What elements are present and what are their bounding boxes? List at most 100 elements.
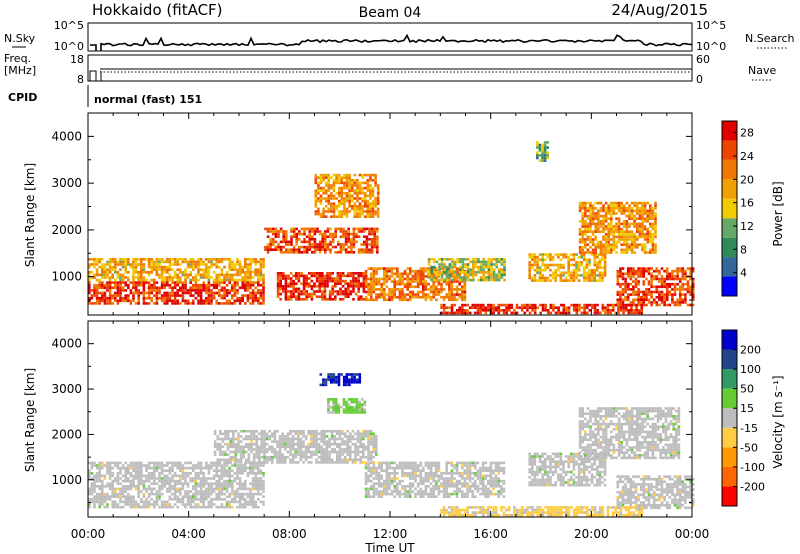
power-cell [646,212,649,215]
power-cell [376,192,380,195]
ground-scatter-cell [181,500,185,504]
ground-scatter-cell [286,437,290,441]
power-cell [376,212,380,216]
power-cell [371,210,375,213]
power-cell [414,280,417,283]
power-cell [116,283,120,287]
ground-scatter-cell [307,448,310,451]
ground-scatter-cell [268,435,271,438]
power-cell [498,276,501,279]
power-cell [171,276,174,279]
power-cell [305,290,308,293]
power-cell [393,280,396,283]
power-cell [636,201,639,205]
power-cell [597,214,600,218]
ground-scatter-cell [132,498,135,501]
power-cell [594,238,597,241]
ground-scatter-cell [276,450,279,454]
power-cell [290,248,293,251]
ground-scatter-cell [134,485,138,488]
ground-scatter-cell [244,464,247,467]
ground-scatter-cell [225,500,229,504]
power-cell [95,299,99,303]
power-cell [602,230,605,233]
power-cell [559,276,563,280]
ground-scatter-cell [317,450,321,454]
power-cell [440,295,443,299]
ground-scatter-cell [281,442,284,446]
power-cell [411,280,415,283]
power-cell [360,272,363,275]
power-cell [339,230,343,233]
power-cell [147,289,151,292]
power-cell [231,286,234,290]
power-cell [607,238,610,241]
ground-scatter-cell [323,429,326,433]
power-cell [490,265,493,269]
power-cell [624,295,627,299]
power-cell [654,214,657,218]
power-cell [318,285,321,288]
power-cell [327,173,331,177]
power-cell [372,288,376,291]
ground-scatter-cell [147,492,151,496]
ground-scatter-cell [259,487,263,491]
ground-scatter-cell [336,453,339,456]
power-cell [500,263,504,266]
power-cell [536,258,539,262]
power-cell [481,309,485,312]
ground-scatter-cell [228,472,231,475]
power-cell [646,235,649,239]
power-cell [137,278,140,282]
ground-scatter-cell [199,472,203,475]
power-cell [630,251,634,254]
power-cell [264,248,267,251]
power-cell [357,251,361,254]
ground-scatter-cell [101,485,104,488]
power-cell [603,253,607,256]
power-cell [497,311,501,315]
power-cell [464,265,467,269]
power-cell [599,209,603,213]
ground-scatter-cell [216,435,219,438]
ground-scatter-cell [114,492,117,496]
ground-scatter-cell [153,472,156,475]
ground-scatter-cell [155,490,159,493]
power-cell [369,215,372,218]
power-cell [347,274,350,278]
power-cell [246,265,250,269]
power-cell [356,197,359,200]
power-cell [360,243,363,246]
ground-scatter-cell [244,505,247,509]
power-cell [390,295,394,299]
power-cell [482,268,485,271]
ground-scatter-cell [258,448,261,451]
power-cell [254,263,257,266]
ground-scatter-cell [223,466,226,470]
power-cell [90,258,94,261]
power-cell [192,299,195,303]
ground-scatter-cell [246,487,250,491]
ground-scatter-cell [108,472,112,475]
power-cell [103,268,107,271]
power-cell [350,179,354,182]
power-cell [295,287,298,291]
power-cell [684,269,687,273]
power-cell [210,289,213,292]
power-cell [375,293,378,296]
power-cell [448,282,451,286]
power-cell [638,214,642,218]
ground-scatter-cell [299,455,303,459]
power-cell [207,286,211,290]
power-cell [393,293,396,296]
power-cell [171,286,174,290]
power-cell [586,207,590,210]
ground-scatter-cell [98,466,101,470]
power-cell [437,280,441,283]
ground-scatter-cell [171,485,174,488]
power-cell [140,273,143,277]
power-cell [132,265,135,269]
power-cell [340,210,344,213]
ground-scatter-cell [129,500,133,504]
power-cell [287,251,291,254]
